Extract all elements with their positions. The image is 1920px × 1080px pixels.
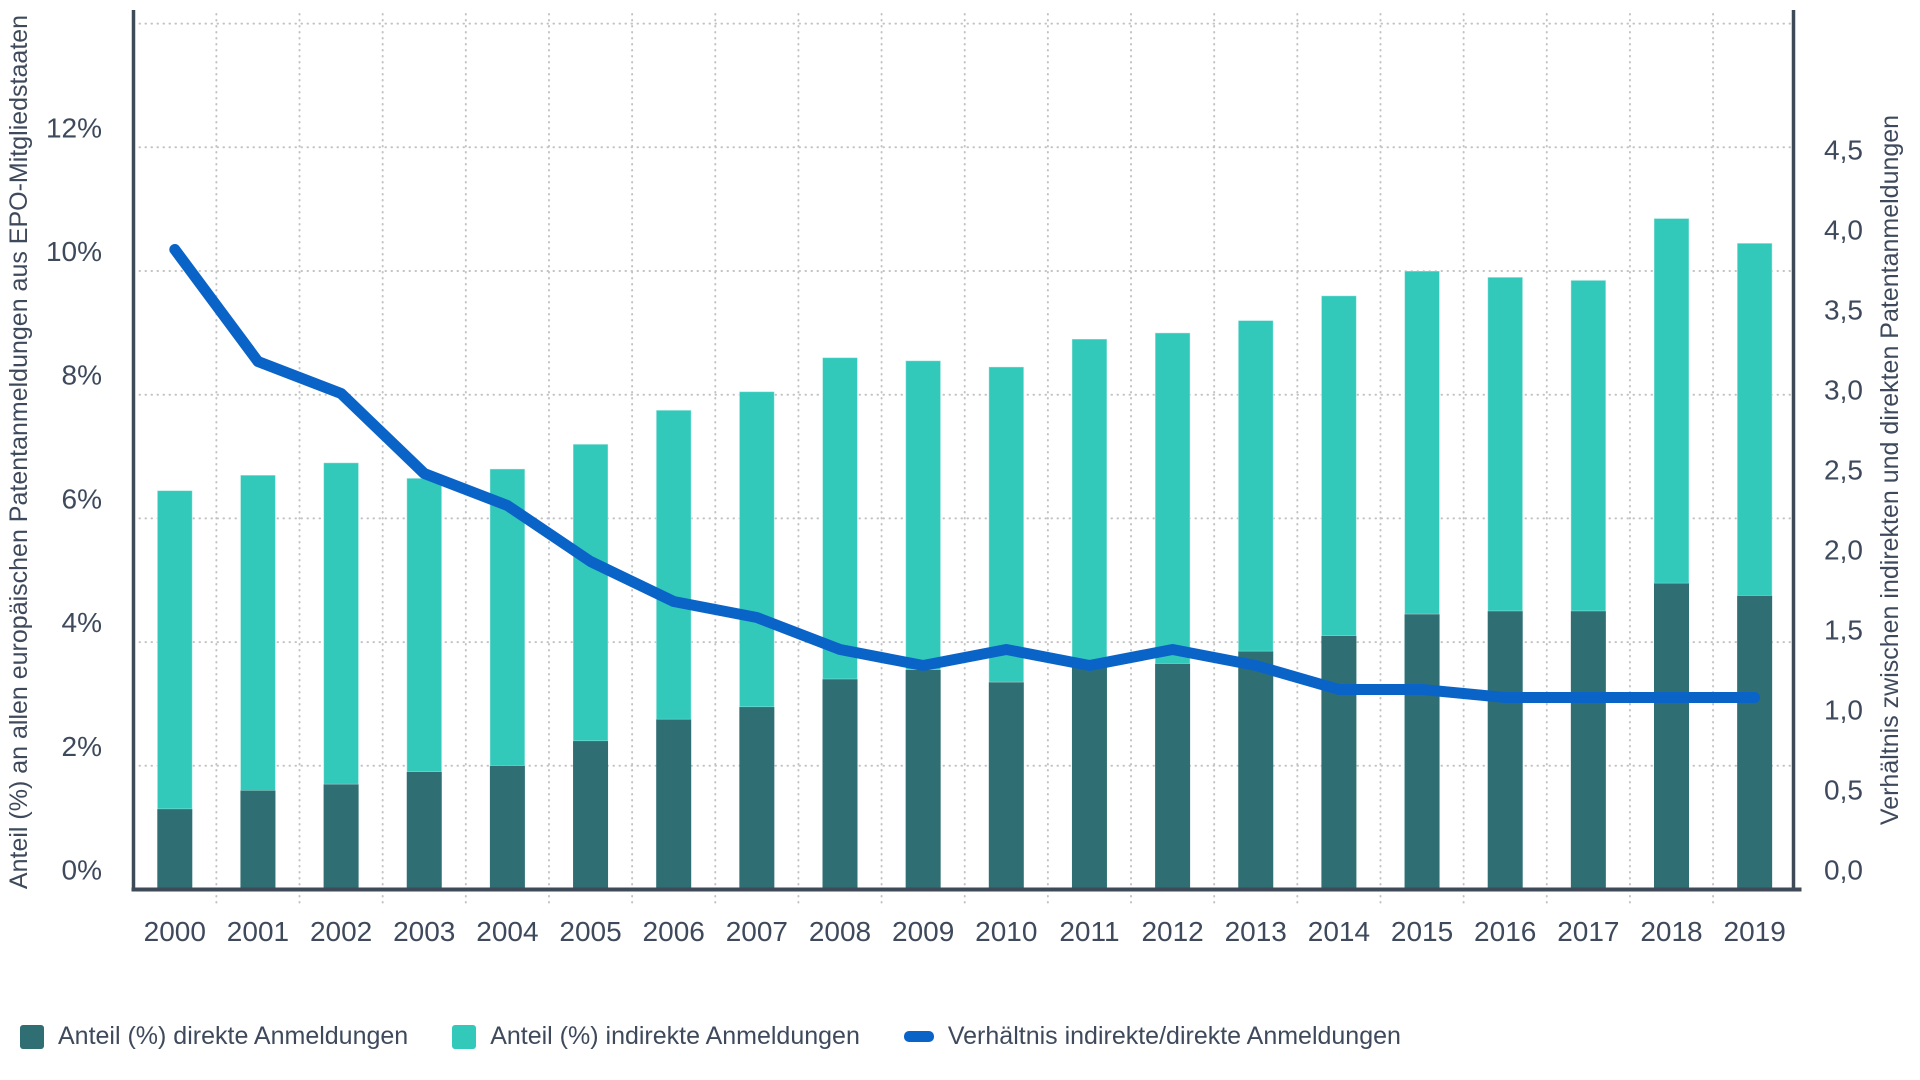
legend-label-2: Anteil (%) indirekte Anmeldungen bbox=[490, 1022, 860, 1050]
bar-direct-2012 bbox=[1155, 663, 1191, 890]
year-label-2001: 2001 bbox=[227, 916, 289, 947]
year-label-2007: 2007 bbox=[726, 916, 788, 947]
ratio-line bbox=[169, 244, 1761, 703]
tick-right-0,0: 0,0 bbox=[1824, 855, 1863, 886]
bar-indirect-2009 bbox=[905, 360, 942, 671]
bar-indirect-2014 bbox=[1320, 295, 1357, 637]
bar-indirect-2012 bbox=[1154, 332, 1191, 665]
bar-indirect-2011 bbox=[1071, 338, 1108, 665]
year-label-2005: 2005 bbox=[559, 916, 621, 947]
year-label-2019: 2019 bbox=[1724, 916, 1786, 947]
bar-indirect-2018 bbox=[1653, 217, 1690, 584]
bar-indirect-2016 bbox=[1487, 276, 1524, 612]
bar-indirect-2006 bbox=[655, 409, 692, 720]
bar-indirect-2010 bbox=[988, 366, 1025, 683]
bar-direct-2018 bbox=[1654, 583, 1689, 890]
bar-direct-2016 bbox=[1487, 611, 1523, 890]
tick-right-2,5: 2,5 bbox=[1824, 455, 1863, 486]
year-label-2012: 2012 bbox=[1141, 916, 1203, 947]
tick-left-0%: 0% bbox=[62, 855, 102, 886]
year-label-2004: 2004 bbox=[476, 916, 538, 947]
year-label-2006: 2006 bbox=[643, 916, 705, 947]
bar-indirect-2003 bbox=[406, 477, 443, 773]
bar-indirect-2002 bbox=[323, 462, 360, 785]
tick-right-4,0: 4,0 bbox=[1824, 215, 1863, 246]
tick-right-3,0: 3,0 bbox=[1824, 375, 1863, 406]
legend-item-3: Verhältnis indirekte/direkte Anmeldungen bbox=[903, 1022, 1401, 1051]
year-label-2008: 2008 bbox=[809, 916, 871, 947]
bar-direct-2014 bbox=[1321, 635, 1357, 890]
bar-indirect-2000 bbox=[156, 490, 193, 810]
legend-label-1: Anteil (%) direkte Anmeldungen bbox=[58, 1022, 409, 1050]
bar-direct-2015 bbox=[1404, 614, 1440, 890]
left-axis-title: Anteil (%) an allen europäischen Patenta… bbox=[5, 15, 33, 889]
year-label-2003: 2003 bbox=[393, 916, 455, 947]
year-label-2002: 2002 bbox=[310, 916, 372, 947]
legend-swatch-line-3 bbox=[903, 1031, 934, 1042]
bar-direct-2001 bbox=[240, 790, 276, 890]
right-axis-title: Verhältnis zwischen indirekten und direk… bbox=[1876, 115, 1904, 825]
tick-left-8%: 8% bbox=[62, 360, 102, 391]
legend-item-2: Anteil (%) indirekte Anmeldungen bbox=[452, 1022, 860, 1051]
tick-right-0,5: 0,5 bbox=[1824, 775, 1863, 806]
tick-left-4%: 4% bbox=[62, 607, 102, 638]
grid-layer bbox=[132, 13, 1795, 909]
bar-indirect-2007 bbox=[738, 391, 775, 708]
legend-label-3: Verhältnis indirekte/direkte Anmeldungen bbox=[947, 1022, 1401, 1050]
year-label-2015: 2015 bbox=[1391, 916, 1453, 947]
bar-direct-2019 bbox=[1737, 595, 1773, 890]
bar-direct-2005 bbox=[573, 741, 609, 890]
bar-direct-2004 bbox=[489, 765, 525, 890]
bar-indirect-2015 bbox=[1404, 270, 1441, 615]
year-label-2017: 2017 bbox=[1557, 916, 1619, 947]
legend-swatch-square-2 bbox=[452, 1024, 477, 1049]
year-label-2013: 2013 bbox=[1225, 916, 1287, 947]
axis-layer bbox=[131, 10, 1802, 892]
bar-direct-2006 bbox=[656, 719, 692, 890]
tick-right-4,5: 4,5 bbox=[1824, 135, 1863, 166]
bar-direct-2013 bbox=[1238, 651, 1274, 890]
bar-layer bbox=[156, 217, 1773, 890]
year-label-2010: 2010 bbox=[975, 916, 1037, 947]
tick-left-2%: 2% bbox=[62, 731, 102, 762]
legend-swatch-square-1 bbox=[20, 1024, 44, 1049]
bar-direct-2009 bbox=[905, 669, 941, 890]
bar-direct-2003 bbox=[406, 771, 442, 890]
tick-right-3,5: 3,5 bbox=[1824, 295, 1863, 326]
year-label-2009: 2009 bbox=[892, 916, 954, 947]
tick-right-1,5: 1,5 bbox=[1824, 615, 1863, 646]
year-label-2000: 2000 bbox=[144, 916, 206, 947]
tick-left-6%: 6% bbox=[62, 483, 102, 514]
bar-direct-2007 bbox=[739, 707, 775, 890]
line-layer bbox=[169, 244, 1761, 703]
bar-direct-2002 bbox=[323, 784, 359, 890]
bar-direct-2000 bbox=[157, 809, 193, 890]
tick-left-12%: 12% bbox=[46, 112, 102, 143]
year-label-2016: 2016 bbox=[1474, 916, 1536, 947]
tick-left-10%: 10% bbox=[46, 236, 102, 267]
bar-indirect-2001 bbox=[239, 474, 276, 792]
bar-direct-2011 bbox=[1071, 663, 1107, 890]
bar-indirect-2017 bbox=[1570, 279, 1607, 612]
label-layer: 0% 2% 4% 6% 8% 10% 12% 0,0 0,5 1,0 1,5 2,0 2,5 3,0 3,5… bbox=[46, 112, 1863, 947]
legend-item-1: Anteil (%) direkte Anmeldungen bbox=[20, 1022, 408, 1051]
bar-direct-2010 bbox=[988, 682, 1024, 890]
bar-indirect-2005 bbox=[572, 443, 609, 742]
bar-direct-2017 bbox=[1570, 611, 1606, 890]
year-label-2014: 2014 bbox=[1308, 916, 1370, 947]
tick-right-1,0: 1,0 bbox=[1824, 695, 1863, 726]
bar-indirect-2008 bbox=[822, 357, 858, 680]
bar-direct-2008 bbox=[822, 679, 858, 890]
chart-legend: Anteil (%) direkte Anmeldungen Anteil (%)… bbox=[20, 1022, 1401, 1051]
tick-right-2,0: 2,0 bbox=[1824, 535, 1863, 566]
year-label-2011: 2011 bbox=[1059, 916, 1119, 947]
year-label-2018: 2018 bbox=[1640, 916, 1702, 947]
bar-indirect-2013 bbox=[1237, 319, 1274, 652]
bar-indirect-2019 bbox=[1736, 242, 1773, 597]
